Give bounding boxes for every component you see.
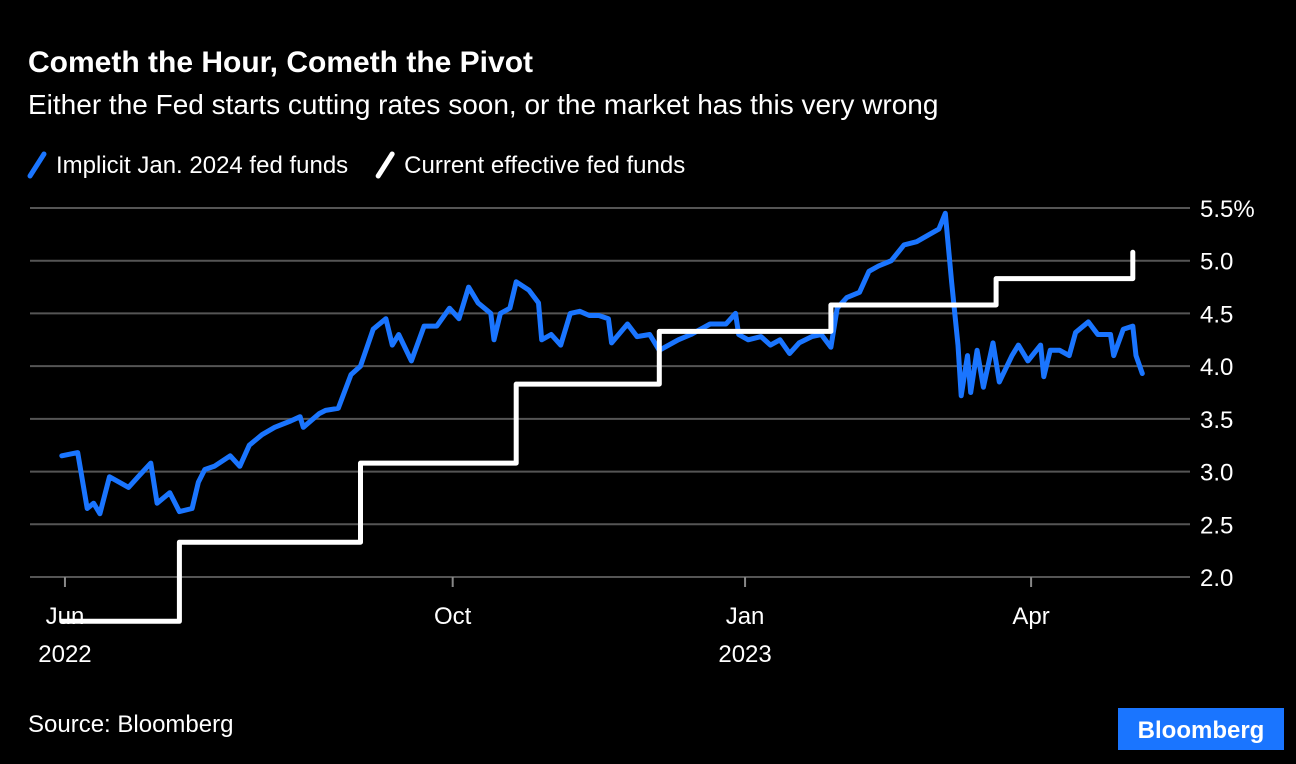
series-line	[59, 210, 1145, 517]
legend-swatch	[375, 151, 395, 179]
series-line	[59, 249, 1136, 624]
legend-item: Implicit Jan. 2024 fed funds	[27, 151, 348, 179]
legend-swatch	[27, 151, 47, 179]
logo: Bloomberg	[1138, 717, 1265, 744]
chart-title: Cometh the Hour, Cometh the Pivot	[28, 46, 533, 79]
x-tick-label: Oct	[434, 603, 472, 630]
logo-box	[1118, 708, 1284, 750]
x-tick-label: Apr	[1012, 603, 1050, 630]
y-tick-label: 2.5	[1200, 512, 1233, 539]
y-tick-label: 2.0	[1200, 565, 1233, 592]
legend-label: Implicit Jan. 2024 fed funds	[56, 152, 348, 179]
x-tick-label: Jun 2022	[38, 603, 92, 668]
legend-label: Current effective fed funds	[404, 152, 685, 179]
y-tick-label: 3.5	[1200, 407, 1233, 434]
legend-item: Current effective fed funds	[375, 151, 685, 179]
y-tick-label: 5.0	[1200, 249, 1233, 276]
y-tick-label: 3.0	[1200, 460, 1233, 487]
y-tick-label: 4.5	[1200, 301, 1233, 328]
x-tick-label: Jan 2023	[718, 603, 772, 668]
source: Source: Bloomberg	[28, 711, 233, 738]
chart-subtitle: Either the Fed starts cutting rates soon…	[28, 89, 938, 120]
y-tick-label: 5.5%	[1200, 196, 1255, 223]
y-tick-label: 4.0	[1200, 354, 1233, 381]
